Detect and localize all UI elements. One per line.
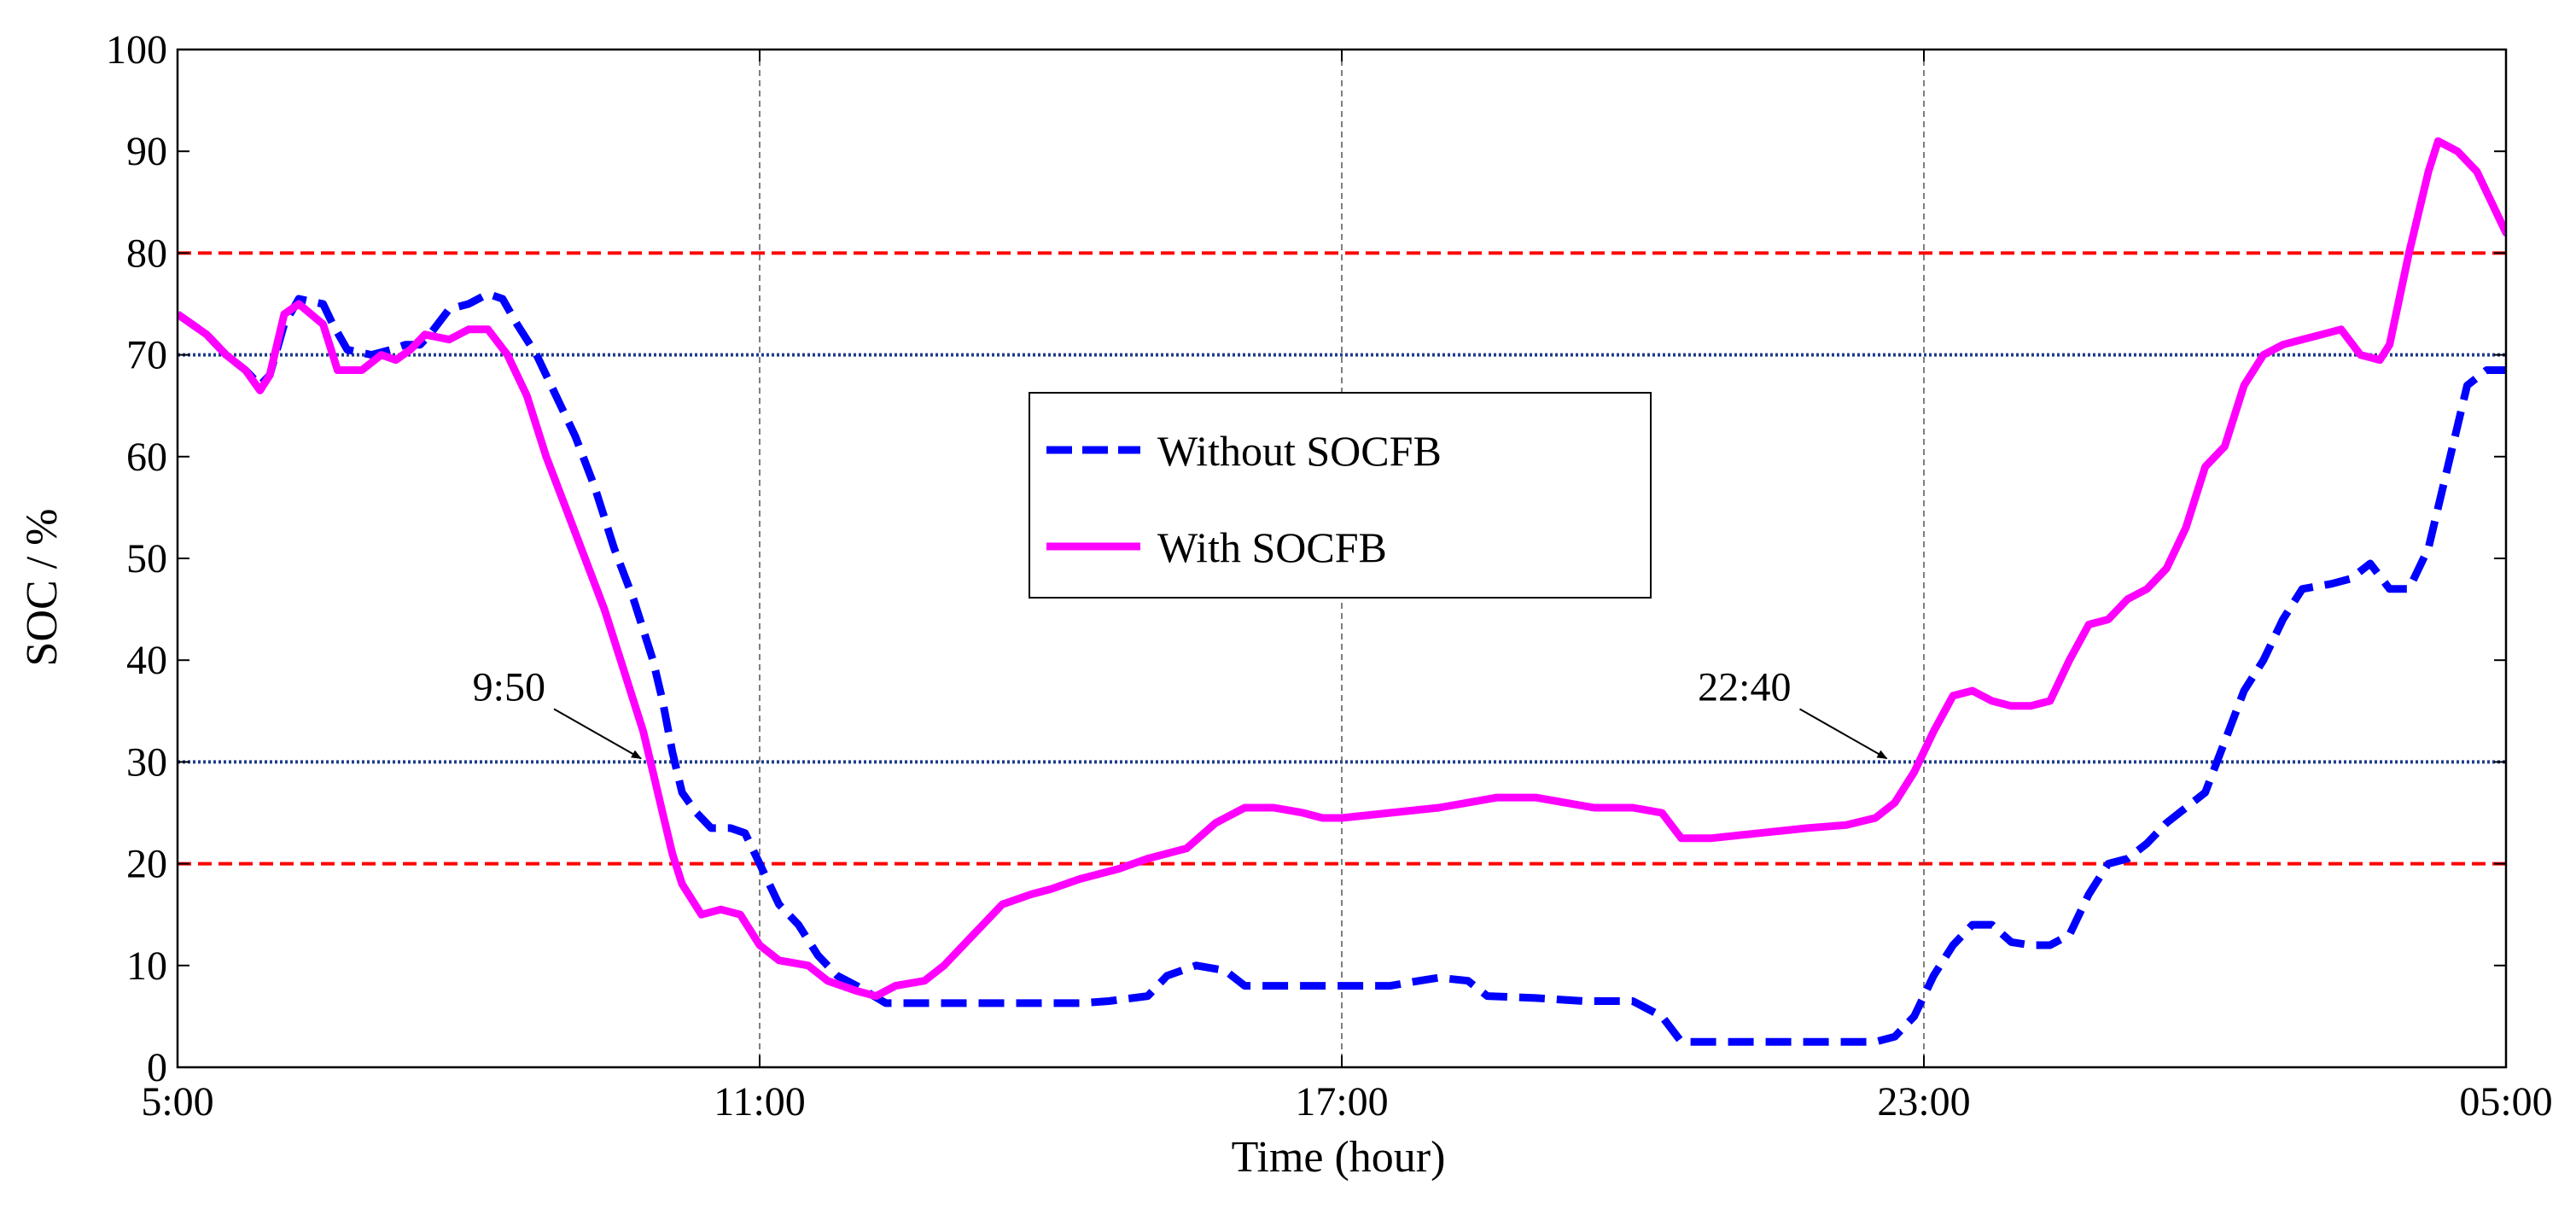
y-axis-title: SOC / % — [18, 509, 67, 667]
y-tick-label-90: 90 — [126, 129, 167, 174]
y-tick-label-70: 70 — [126, 333, 167, 378]
y-tick-label-10: 10 — [126, 943, 167, 989]
x-tick-label-1: 11:00 — [714, 1079, 806, 1124]
annotations: 9:50 22:40 — [473, 664, 1888, 760]
y-tick-label-60: 60 — [126, 435, 167, 480]
x-axis-title: Time (hour) — [1232, 1133, 1446, 1182]
series-line-without-socfb — [178, 289, 2506, 1046]
y-tick-label-40: 40 — [126, 638, 167, 683]
legend-label-with-socfb: With SOCFB — [1157, 523, 1387, 571]
x-axis-ticks: 5:00 11:00 17:00 23:00 05:00 — [141, 50, 2553, 1124]
series-layer — [178, 137, 2506, 1046]
x-tick-label-3: 23:00 — [1877, 1079, 1970, 1124]
y-tick-label-20: 20 — [126, 842, 167, 887]
y-tick-label-0: 0 — [147, 1045, 167, 1090]
series-line-with-socfb — [178, 137, 2506, 1001]
annotation-arrow-0 — [553, 708, 642, 760]
y-tick-label-30: 30 — [126, 739, 167, 785]
legend: Without SOCFB With SOCFB — [1029, 392, 1652, 599]
x-tick-label-4: 05:00 — [2459, 1079, 2552, 1124]
legend-box — [1029, 392, 1652, 599]
annotation-label-0: 9:50 — [473, 664, 545, 710]
y-axis-ticks: 0 10 20 30 40 50 60 70 80 90 100 — [106, 27, 2506, 1090]
annotation-label-1: 22:40 — [1698, 664, 1791, 710]
y-tick-label-100: 100 — [106, 27, 167, 73]
x-tick-label-0: 5:00 — [141, 1079, 213, 1124]
y-tick-label-80: 80 — [126, 231, 167, 276]
legend-label-without-socfb: Without SOCFB — [1157, 427, 1442, 475]
vertical-grid — [759, 50, 1925, 1067]
y-tick-label-50: 50 — [126, 536, 167, 581]
annotation-arrow-1 — [1798, 708, 1888, 760]
x-tick-label-2: 17:00 — [1295, 1079, 1388, 1124]
